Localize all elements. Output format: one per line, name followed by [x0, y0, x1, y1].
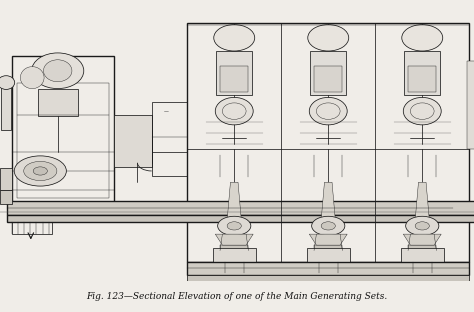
Bar	[401, 248, 444, 261]
Circle shape	[321, 222, 336, 230]
Text: Fig. 123—Sectional Elevation of one of the Main Generating Sets.: Fig. 123—Sectional Elevation of one of t…	[86, 292, 388, 301]
Bar	[213, 248, 255, 261]
Bar	[17, 83, 109, 198]
Ellipse shape	[310, 97, 347, 125]
Ellipse shape	[32, 53, 84, 89]
Circle shape	[14, 156, 66, 186]
Bar	[220, 245, 248, 251]
Ellipse shape	[308, 25, 349, 51]
Ellipse shape	[215, 97, 253, 125]
Circle shape	[406, 216, 439, 236]
Bar	[307, 248, 349, 261]
Circle shape	[24, 161, 57, 181]
Bar	[310, 51, 346, 95]
Bar	[187, 261, 469, 275]
Circle shape	[227, 222, 241, 230]
Bar	[1, 85, 11, 130]
Bar	[114, 115, 152, 167]
Bar	[404, 51, 440, 95]
Polygon shape	[415, 182, 429, 220]
Ellipse shape	[20, 67, 44, 89]
Bar	[187, 275, 469, 284]
Ellipse shape	[0, 76, 15, 90]
Bar	[314, 245, 342, 251]
Polygon shape	[227, 182, 241, 220]
Ellipse shape	[403, 97, 441, 125]
Bar	[12, 56, 114, 204]
Bar	[467, 61, 474, 149]
Polygon shape	[215, 234, 253, 245]
Ellipse shape	[214, 25, 255, 51]
Text: —: —	[164, 110, 168, 115]
Ellipse shape	[44, 60, 72, 82]
Bar	[152, 102, 187, 177]
Bar	[217, 51, 252, 95]
Circle shape	[218, 216, 251, 236]
Circle shape	[415, 222, 429, 230]
Ellipse shape	[402, 25, 443, 51]
Bar	[408, 245, 437, 251]
Circle shape	[312, 216, 345, 236]
Bar	[7, 201, 474, 215]
Bar	[7, 215, 474, 222]
Bar	[38, 89, 78, 116]
Polygon shape	[321, 182, 336, 220]
Bar	[187, 23, 469, 261]
Bar	[12, 222, 52, 234]
Bar	[0, 168, 12, 190]
Polygon shape	[309, 234, 347, 245]
Bar	[220, 66, 248, 92]
Bar	[0, 190, 12, 204]
Bar	[408, 66, 436, 92]
Polygon shape	[403, 234, 441, 245]
Bar	[314, 66, 342, 92]
Circle shape	[33, 167, 47, 175]
